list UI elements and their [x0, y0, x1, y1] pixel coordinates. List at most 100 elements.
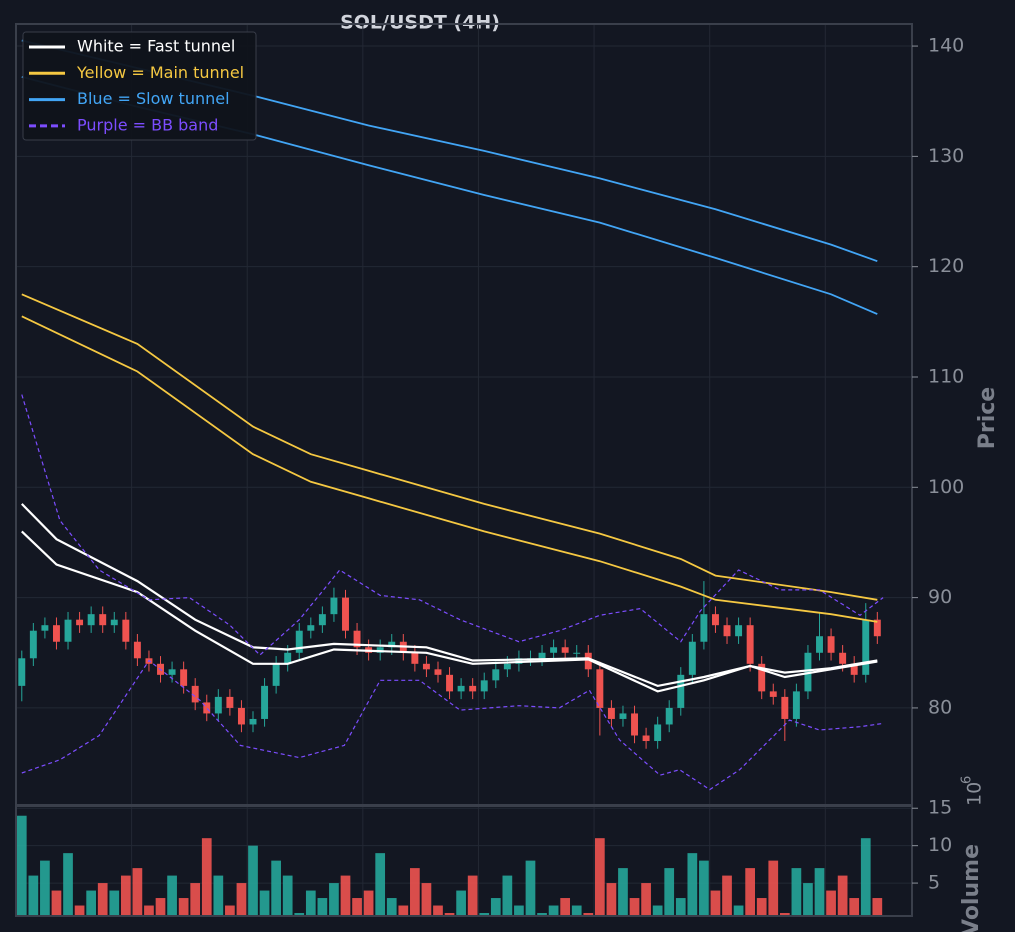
candle-body — [411, 652, 419, 664]
candle-body — [723, 625, 731, 637]
candle-body — [735, 625, 743, 637]
candle-body — [480, 680, 488, 692]
volume-bar — [40, 860, 50, 916]
candle-body — [816, 636, 823, 653]
volume-bar — [803, 883, 813, 916]
volume-bar — [872, 898, 883, 916]
candle-body — [642, 735, 650, 742]
volume-bar — [594, 838, 605, 916]
volume-bar — [560, 898, 571, 916]
candle-body — [457, 685, 465, 692]
volume-bar — [375, 853, 386, 916]
volume-bar — [479, 913, 490, 916]
volume-bar — [745, 868, 755, 916]
candle-body — [573, 652, 581, 654]
volume-bar — [86, 890, 97, 916]
volume-bar — [467, 875, 478, 916]
volume-bar — [826, 890, 836, 916]
legend-label: White = Fast tunnel — [77, 37, 235, 56]
candle-body — [99, 614, 107, 626]
volume-bar — [525, 860, 536, 916]
volume-bar — [768, 860, 779, 916]
volume-bar — [144, 905, 154, 916]
candle-body — [388, 641, 396, 648]
volume-bar — [791, 868, 802, 916]
y-tick-label: 15 — [928, 797, 952, 819]
volume-bar — [305, 890, 316, 916]
volume-bar — [664, 868, 675, 916]
volume-bar — [132, 868, 143, 916]
volume-bar — [849, 898, 860, 916]
y-tick-label: 130 — [928, 145, 964, 167]
candle-body — [654, 724, 662, 742]
volume-bar — [606, 883, 617, 916]
candle-body — [596, 669, 604, 708]
volume-bar — [537, 913, 547, 916]
chart-title: SOL/USDT (4H) — [340, 12, 500, 34]
candle-body — [607, 707, 615, 719]
candle-body — [52, 625, 60, 642]
volume-bar — [756, 898, 767, 916]
candle-body — [792, 691, 800, 719]
volume-bar — [433, 905, 443, 916]
volume-bar — [155, 898, 166, 916]
volume-bar — [236, 883, 247, 916]
candle-body — [76, 619, 84, 626]
candle-body — [272, 663, 280, 686]
volume-bar — [109, 890, 120, 916]
volume-bar — [837, 875, 848, 916]
candle-body — [203, 702, 211, 714]
volume-bar — [502, 875, 513, 916]
volume-bar — [97, 883, 108, 916]
volume-bar — [618, 868, 628, 916]
candle-body — [295, 630, 303, 653]
indicator-line — [21, 659, 884, 791]
candle-body — [18, 658, 26, 686]
volume-bar — [514, 905, 524, 916]
volume-bar — [178, 898, 189, 916]
axis-scale-label: 6 — [960, 776, 975, 784]
candle-body — [700, 614, 708, 642]
candle-body — [584, 652, 592, 670]
candle-body — [64, 619, 72, 642]
volume-bar — [641, 883, 651, 916]
candle-body — [862, 619, 870, 675]
volume-bar — [329, 883, 339, 916]
candle-body — [873, 619, 881, 637]
y-tick-label: 5 — [928, 872, 940, 894]
volume-bar — [490, 898, 501, 916]
candle-body — [422, 663, 430, 670]
volume-bar — [190, 883, 201, 916]
volume-bar — [398, 905, 409, 916]
volume-bar — [444, 913, 455, 916]
volume-bar — [16, 815, 27, 916]
volume-bar — [225, 905, 235, 916]
volume-bar — [28, 875, 39, 916]
candle-body — [758, 663, 766, 692]
y-tick-label: 140 — [928, 35, 964, 57]
candle-body — [110, 619, 118, 626]
axes-frame — [15, 805, 913, 917]
candle-body — [561, 647, 569, 653]
candle-body — [665, 707, 673, 725]
volume-bar — [282, 875, 293, 916]
volume-bar — [201, 838, 212, 916]
candle-body — [87, 614, 95, 626]
volume-bar — [710, 890, 721, 916]
volume-bar — [652, 905, 663, 916]
volume-bar — [687, 853, 698, 916]
candle-body — [261, 685, 269, 719]
candle-body — [376, 647, 384, 653]
volume-bar — [386, 898, 397, 916]
volume-bar — [733, 905, 744, 916]
candle-body — [631, 713, 638, 736]
volume-bar — [583, 913, 594, 916]
candle-body — [677, 674, 685, 708]
volume-bar — [213, 875, 224, 916]
volume-bar — [259, 890, 270, 916]
volume-bar — [63, 853, 73, 916]
volume-bar — [860, 838, 871, 916]
volume-bar — [294, 913, 305, 916]
